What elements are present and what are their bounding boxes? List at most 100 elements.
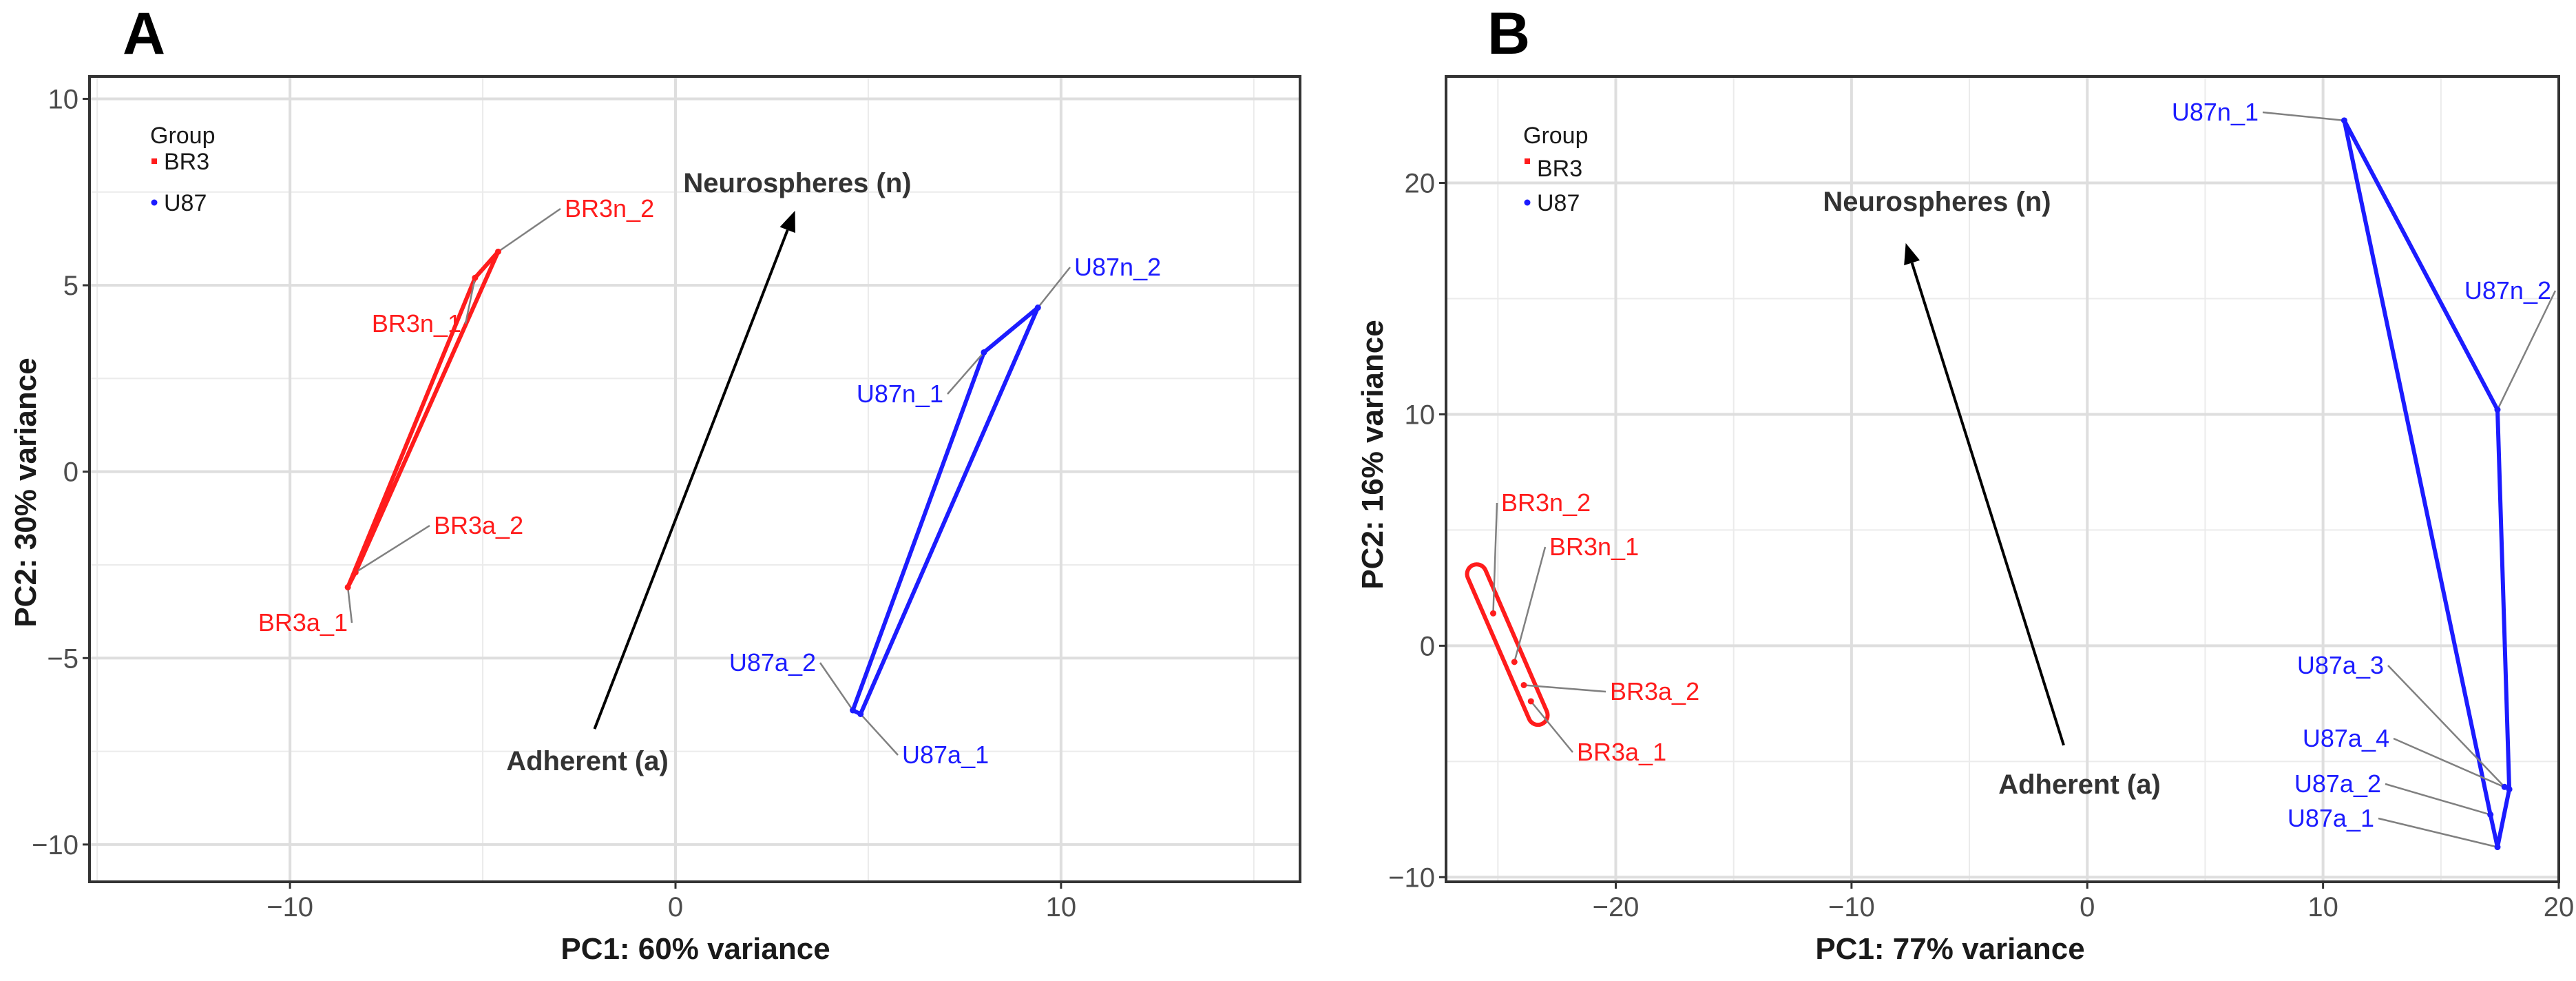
direction-arrow-head bbox=[779, 210, 795, 234]
legend-br3-label: BR3 bbox=[164, 149, 209, 175]
leader-line-U87a_1 bbox=[2378, 817, 2498, 848]
leader-line-U87a_4 bbox=[2393, 737, 2510, 790]
point-label-U87a_2: U87a_2 bbox=[2294, 770, 2381, 798]
panel-b-leader-lines bbox=[1492, 111, 2557, 848]
data-point-BR3a_2 bbox=[1520, 681, 1527, 688]
panel-b-x-axis-title: PC1: 77% variance bbox=[1815, 932, 2084, 966]
leader-line-BR3a_1 bbox=[346, 587, 353, 623]
legend-br3-swatch bbox=[1525, 158, 1530, 164]
panel-a-neurospheres-label: Neurospheres (n) bbox=[683, 168, 911, 198]
y-tick-label: 5 bbox=[63, 271, 78, 301]
data-point-U87n_1 bbox=[981, 349, 987, 355]
point-label-U87a_3: U87a_3 bbox=[2297, 651, 2384, 679]
panel-a-letter: A bbox=[123, 1, 165, 67]
leader-line-U87n_1 bbox=[947, 351, 985, 395]
hull-br3-inner bbox=[1469, 566, 1546, 723]
data-point-BR3n_1 bbox=[472, 274, 479, 281]
point-label-U87n_1: U87n_1 bbox=[857, 380, 943, 408]
point-label-U87n_2: U87n_2 bbox=[2464, 276, 2551, 304]
data-point-U87a_1 bbox=[2494, 844, 2501, 851]
point-label-U87a_1: U87a_1 bbox=[902, 741, 989, 769]
leader-line-BR3a_1 bbox=[1530, 701, 1573, 753]
leader-line-U87a_2 bbox=[2385, 783, 2491, 816]
data-point-BR3n_2 bbox=[494, 248, 501, 255]
point-label-U87a_1: U87a_1 bbox=[2287, 804, 2374, 832]
leader-line-U87a_3 bbox=[2387, 665, 2506, 788]
leader-line-BR3n_1 bbox=[464, 277, 477, 324]
direction-arrow-shaft bbox=[593, 229, 789, 730]
point-label-BR3n_2: BR3n_2 bbox=[565, 194, 654, 223]
legend-u87-swatch bbox=[151, 199, 158, 206]
legend-title: Group bbox=[1523, 123, 1589, 149]
panel-a-points bbox=[344, 248, 1041, 717]
panel-a-point-labels: BR3n_2 BR3n_1 BR3a_2 BR3a_1 U87n_2 U87n_1 U87a… bbox=[258, 194, 1161, 769]
panel-b-y-axis-title: PC2: 16% variance bbox=[1356, 320, 1390, 589]
x-tick-label: −10 bbox=[1828, 892, 1875, 922]
panel-a-adherent-label: Adherent (a) bbox=[506, 746, 669, 776]
leader-line-U87n_2 bbox=[2496, 290, 2557, 411]
panel-a-leader-lines bbox=[346, 207, 1071, 756]
data-point-BR3a_1 bbox=[1527, 698, 1534, 705]
point-label-BR3a_1: BR3a_1 bbox=[1577, 738, 1666, 766]
point-label-U87a_4: U87a_4 bbox=[2303, 724, 2389, 752]
x-tick-label: 10 bbox=[1046, 892, 1077, 922]
data-point-BR3n_2 bbox=[1489, 610, 1496, 617]
y-tick-label: 10 bbox=[48, 84, 79, 114]
y-tick-label: −10 bbox=[1388, 863, 1435, 893]
panel-b-frame bbox=[1445, 75, 2560, 883]
data-point-U87a_1 bbox=[857, 710, 864, 717]
leader-line-U87a_2 bbox=[819, 662, 854, 711]
x-tick-label: 10 bbox=[2307, 892, 2338, 922]
data-point-U87a_2 bbox=[850, 707, 857, 714]
point-label-BR3a_2: BR3a_2 bbox=[434, 511, 523, 539]
leader-line-BR3a_2 bbox=[355, 524, 430, 573]
panel-a-legend: Group BR3 U87 bbox=[150, 123, 216, 216]
x-tick-label: −10 bbox=[266, 892, 313, 922]
point-label-U87n_1: U87n_1 bbox=[2172, 98, 2259, 126]
x-tick-label: 0 bbox=[2080, 892, 2095, 922]
leader-line-BR3n_2 bbox=[497, 207, 561, 253]
x-tick-label: −20 bbox=[1593, 892, 1640, 922]
x-tick-label: 0 bbox=[668, 892, 683, 922]
panel-b-hulls bbox=[1465, 118, 2512, 849]
hull-u87 bbox=[2342, 118, 2512, 849]
panel-b-point-labels: BR3n_2 BR3n_1 BR3a_2 BR3a_1 U87n_1 U87n_2 U87a… bbox=[1501, 98, 2551, 832]
data-point-BR3a_2 bbox=[352, 569, 359, 576]
y-tick-label: 0 bbox=[63, 457, 78, 488]
y-tick-label: 0 bbox=[1420, 631, 1435, 661]
leader-line-U87n_2 bbox=[1037, 267, 1071, 309]
data-point-U87n_2 bbox=[1034, 304, 1041, 311]
legend-u87-label: U87 bbox=[164, 190, 207, 216]
panel-a-frame bbox=[88, 75, 1301, 883]
legend-u87-swatch bbox=[1524, 199, 1531, 206]
point-label-BR3a_2: BR3a_2 bbox=[1610, 677, 1699, 705]
data-point-U87a_3 bbox=[2501, 783, 2508, 790]
panel-b-ticks: −20 −10 0 10 20 −10 0 10 20 bbox=[1388, 169, 2574, 922]
panel-a-x-axis-title: PC1: 60% variance bbox=[561, 932, 830, 966]
leader-line-U87n_1 bbox=[2262, 111, 2345, 122]
point-label-U87a_2: U87a_2 bbox=[729, 648, 816, 677]
point-label-U87n_2: U87n_2 bbox=[1074, 253, 1161, 281]
leader-line-BR3n_1 bbox=[1514, 546, 1547, 663]
panel-b-adherent-label: Adherent (a) bbox=[1998, 770, 2161, 800]
leader-line-BR3n_2 bbox=[1492, 502, 1498, 614]
x-tick-label: 20 bbox=[2544, 892, 2575, 922]
data-point-BR3n_1 bbox=[1511, 659, 1518, 665]
leader-line-BR3a_2 bbox=[1523, 684, 1606, 693]
panel-b-neurospheres-label: Neurospheres (n) bbox=[1823, 187, 2051, 217]
panel-a-arrow bbox=[593, 210, 795, 730]
direction-arrow-head bbox=[1904, 242, 1920, 266]
legend-br3-swatch bbox=[151, 158, 157, 164]
direction-arrow-shaft bbox=[1910, 262, 2065, 746]
y-tick-label: 10 bbox=[1405, 400, 1436, 430]
panel-a-y-axis-title: PC2: 30% variance bbox=[9, 358, 43, 627]
panel-b-points bbox=[1489, 117, 2513, 851]
panel-b-letter: B bbox=[1487, 1, 1530, 67]
legend-br3-label: BR3 bbox=[1537, 156, 1582, 182]
data-point-U87a_2 bbox=[2487, 812, 2494, 818]
data-point-BR3a_1 bbox=[344, 584, 351, 590]
y-tick-label: −10 bbox=[32, 830, 78, 860]
panel-b-legend: Group BR3 U87 bbox=[1523, 123, 1589, 216]
leader-line-U87a_1 bbox=[859, 713, 899, 756]
